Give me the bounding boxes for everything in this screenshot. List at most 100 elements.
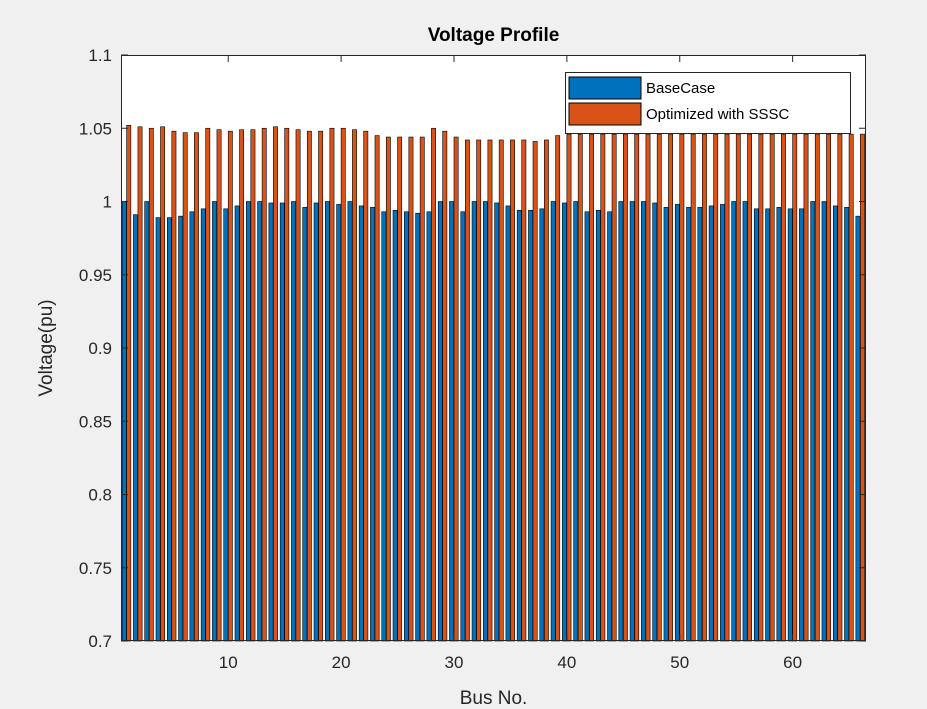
bar-optimized-bus-33 bbox=[487, 139, 493, 642]
y-tick-label: 0.75 bbox=[79, 559, 112, 578]
bar-basecase-bus-61 bbox=[799, 208, 804, 642]
bar-optimized-bus-46 bbox=[634, 133, 640, 642]
legend: BaseCase Optimized with SSSC bbox=[565, 72, 851, 134]
bar-optimized-bus-37 bbox=[532, 141, 538, 642]
bar-optimized-bus-28 bbox=[431, 127, 436, 642]
bar-basecase-bus-50 bbox=[674, 204, 680, 642]
bar-optimized-bus-66 bbox=[860, 133, 865, 642]
bar-basecase-bus-7 bbox=[189, 211, 195, 642]
bar-basecase-bus-55 bbox=[731, 201, 737, 642]
bar-optimized-bus-32 bbox=[476, 139, 482, 642]
legend-label-basecase: BaseCase bbox=[646, 80, 715, 97]
bar-optimized-bus-35 bbox=[510, 139, 515, 642]
bar-basecase-bus-15 bbox=[279, 202, 285, 642]
bar-basecase-bus-51 bbox=[686, 207, 692, 642]
legend-label-optimized-with-sssc: Optimized with SSSC bbox=[646, 106, 790, 123]
x-tick-label: 30 bbox=[445, 653, 464, 672]
bar-basecase-bus-41 bbox=[573, 201, 579, 642]
bar-optimized-bus-36 bbox=[521, 139, 527, 642]
bar-optimized-bus-55 bbox=[735, 133, 741, 642]
bar-basecase-bus-31 bbox=[460, 211, 466, 642]
bar-optimized-bus-10 bbox=[227, 130, 233, 642]
bar-basecase-bus-59 bbox=[776, 207, 782, 642]
legend-swatch-optimized-with-sssc bbox=[568, 102, 642, 126]
bar-optimized-bus-23 bbox=[374, 135, 380, 642]
bar-basecase-bus-58 bbox=[765, 208, 771, 642]
x-tick-label: 60 bbox=[783, 653, 802, 672]
bar-optimized-bus-63 bbox=[826, 133, 832, 642]
bar-basecase-bus-38 bbox=[539, 208, 545, 642]
bar-basecase-bus-34 bbox=[494, 202, 500, 642]
bar-basecase-bus-62 bbox=[810, 201, 816, 642]
bar-basecase-bus-33 bbox=[483, 201, 488, 642]
bar-optimized-bus-18 bbox=[318, 130, 324, 642]
bar-basecase-bus-53 bbox=[708, 205, 714, 642]
bar-basecase-bus-6 bbox=[178, 215, 184, 642]
bar-optimized-bus-8 bbox=[205, 127, 211, 642]
bar-optimized-bus-48 bbox=[656, 133, 662, 642]
bar-optimized-bus-17 bbox=[306, 130, 312, 642]
bar-basecase-bus-14 bbox=[268, 202, 274, 642]
plot-area bbox=[121, 55, 866, 641]
bar-optimized-bus-7 bbox=[194, 132, 199, 642]
bar-basecase-bus-45 bbox=[618, 201, 624, 642]
y-axis-ticks: 0.7 0.75 0.8 0.85 0.9 0.95 1 1.05 1.1 bbox=[79, 46, 866, 651]
bar-optimized-bus-62 bbox=[814, 133, 820, 642]
bar-optimized-bus-47 bbox=[645, 133, 651, 642]
bar-optimized-bus-44 bbox=[611, 133, 617, 642]
bar-basecase-bus-36 bbox=[516, 209, 522, 642]
bar-basecase-bus-57 bbox=[753, 208, 759, 642]
bar-basecase-bus-8 bbox=[200, 208, 206, 642]
bar-basecase-bus-21 bbox=[347, 201, 353, 642]
bar-optimized-bus-38 bbox=[543, 139, 549, 642]
bar-optimized-bus-11 bbox=[239, 129, 245, 642]
bar-optimized-bus-60 bbox=[792, 133, 798, 642]
bar-optimized-bus-9 bbox=[216, 129, 222, 642]
bar-basecase-bus-10 bbox=[223, 208, 229, 642]
bar-optimized-bus-34 bbox=[498, 139, 504, 642]
bar-optimized-bus-59 bbox=[781, 133, 786, 642]
bar-basecase-bus-40 bbox=[562, 202, 567, 642]
bar-optimized-bus-40 bbox=[566, 133, 572, 642]
y-tick-label: 0.85 bbox=[79, 412, 112, 431]
bar-basecase-bus-18 bbox=[313, 202, 319, 642]
bar-basecase-bus-30 bbox=[449, 201, 455, 642]
bar-basecase-bus-49 bbox=[663, 207, 669, 642]
bar-basecase-bus-44 bbox=[607, 211, 613, 642]
bar-basecase-bus-28 bbox=[426, 211, 432, 642]
bar-basecase-bus-24 bbox=[381, 211, 387, 642]
bar-basecase-bus-23 bbox=[370, 207, 375, 642]
x-tick-label: 10 bbox=[219, 653, 238, 672]
x-tick-label: 40 bbox=[557, 653, 576, 672]
bar-optimized-bus-6 bbox=[182, 132, 188, 642]
bar-basecase-bus-12 bbox=[246, 201, 251, 642]
bar-optimized-bus-54 bbox=[724, 133, 730, 642]
bar-basecase-bus-64 bbox=[832, 205, 838, 642]
bar-optimized-bus-16 bbox=[295, 129, 301, 642]
bar-basecase-bus-9 bbox=[212, 201, 217, 642]
x-axis-label: Bus No. bbox=[460, 688, 528, 709]
bar-optimized-bus-64 bbox=[837, 133, 843, 642]
bar-optimized-bus-4 bbox=[160, 126, 166, 642]
bar-basecase-bus-60 bbox=[787, 208, 793, 642]
bar-basecase-bus-16 bbox=[291, 201, 296, 642]
bar-optimized-bus-3 bbox=[148, 127, 154, 642]
bar-optimized-bus-12 bbox=[250, 129, 256, 642]
chart-title: Voltage Profile bbox=[428, 25, 560, 46]
bar-basecase-bus-19 bbox=[325, 201, 330, 642]
y-tick-label: 1 bbox=[103, 193, 112, 212]
bar-optimized-bus-5 bbox=[171, 130, 177, 642]
bar-basecase-bus-42 bbox=[584, 211, 590, 642]
bar-optimized-bus-39 bbox=[555, 135, 561, 642]
bar-optimized-bus-15 bbox=[284, 127, 290, 642]
bar-optimized-bus-51 bbox=[690, 133, 696, 642]
bar-basecase-bus-3 bbox=[144, 201, 150, 642]
x-tick-label: 20 bbox=[332, 653, 351, 672]
bar-optimized-bus-43 bbox=[600, 133, 606, 642]
bar-optimized-bus-25 bbox=[397, 136, 403, 642]
bar-optimized-bus-24 bbox=[385, 136, 391, 642]
y-tick-label: 0.95 bbox=[79, 266, 112, 285]
bar-optimized-bus-49 bbox=[668, 133, 673, 642]
bar-basecase-bus-47 bbox=[641, 201, 646, 642]
bar-optimized-bus-65 bbox=[848, 133, 854, 642]
